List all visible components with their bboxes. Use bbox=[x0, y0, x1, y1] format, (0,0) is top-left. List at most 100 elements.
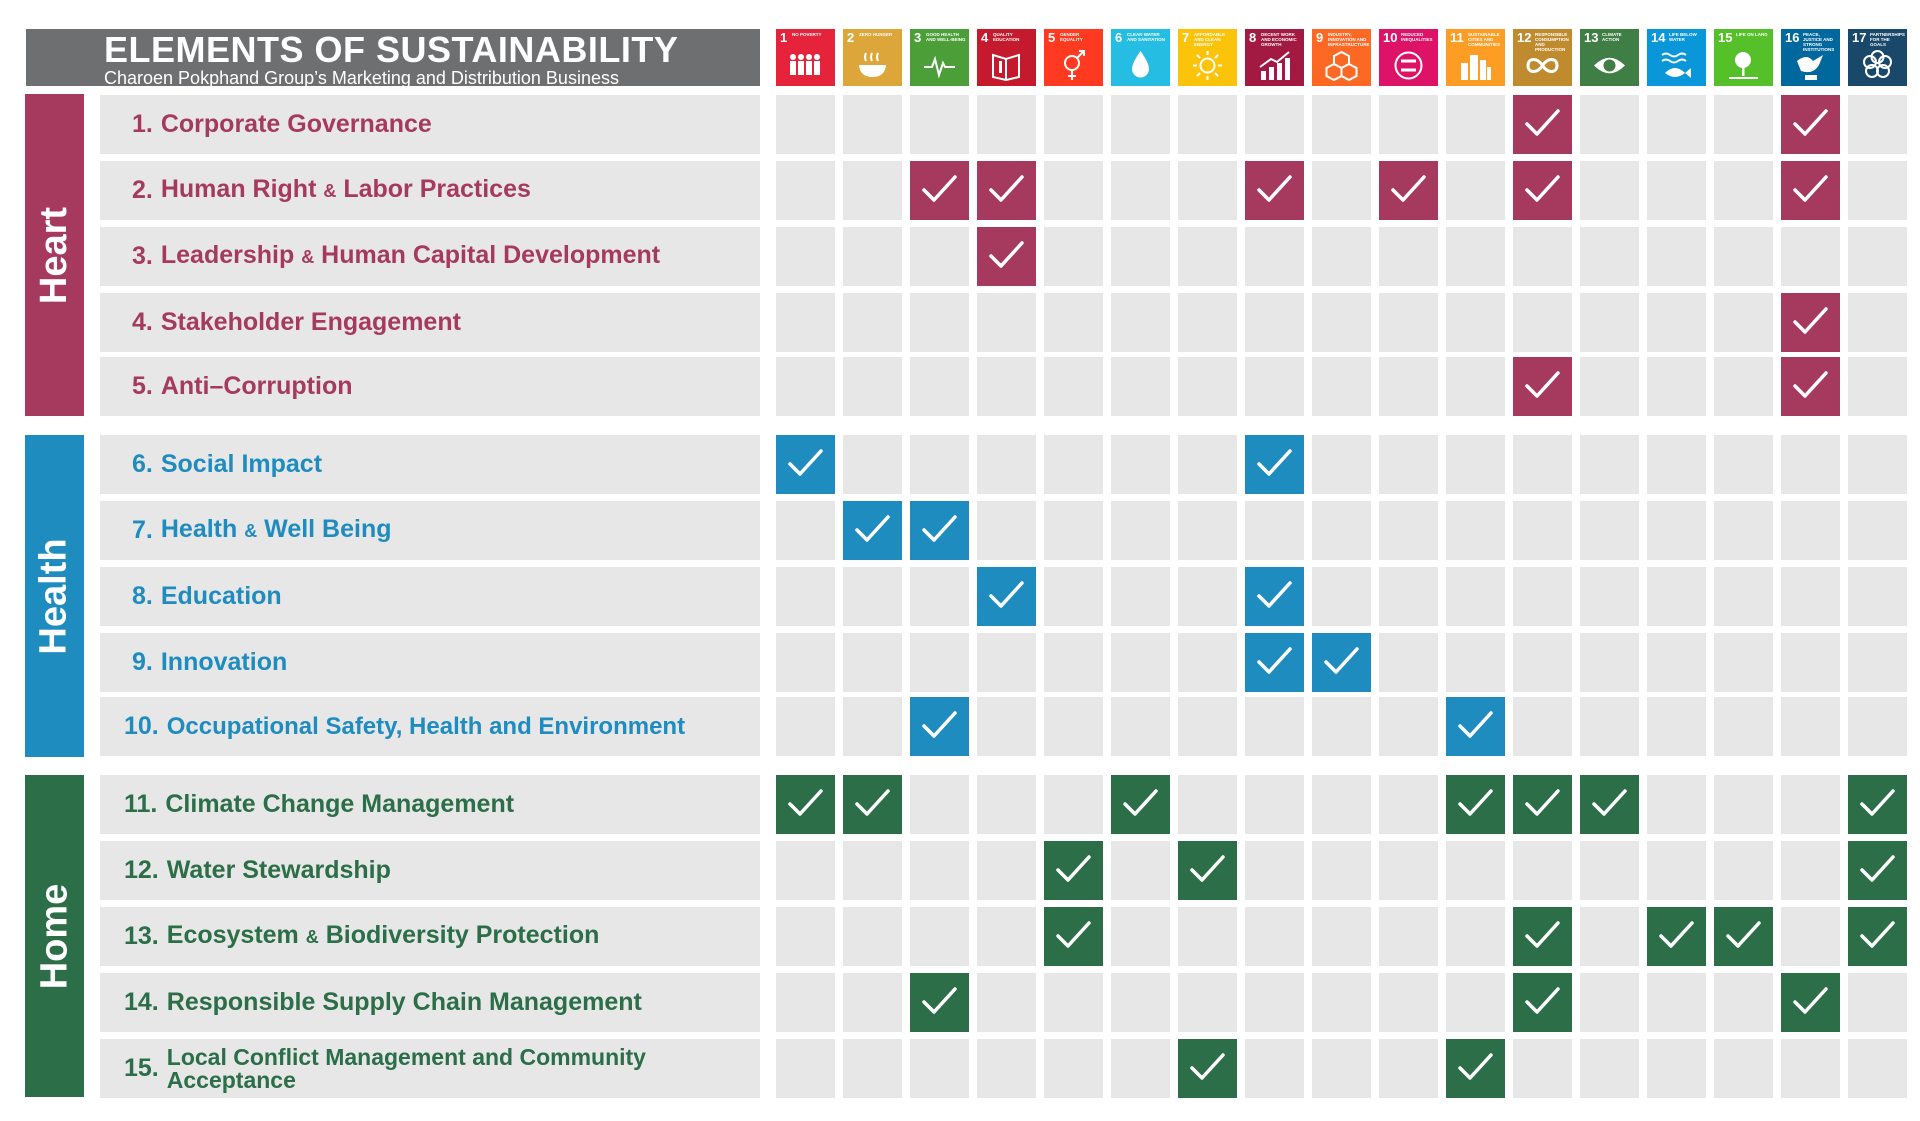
row-text-part: Human Capital Development bbox=[321, 241, 661, 269]
checked-cell bbox=[1781, 293, 1840, 352]
checkmark-icon bbox=[1056, 921, 1091, 948]
checked-cell bbox=[1245, 633, 1304, 692]
empty-cell bbox=[776, 501, 835, 560]
empty-cell bbox=[1714, 1039, 1773, 1098]
checked-cell bbox=[1044, 907, 1103, 966]
checkmark-icon bbox=[1525, 921, 1560, 948]
empty-cell bbox=[1379, 841, 1438, 900]
empty-cell bbox=[1178, 227, 1237, 286]
checkmark-icon bbox=[1793, 371, 1828, 398]
empty-cell bbox=[1647, 357, 1706, 416]
empty-cell bbox=[843, 435, 902, 494]
row-label: 2. Human Right & Labor Practices bbox=[100, 161, 760, 220]
sdg-label: AFFORDABLE AND CLEAN ENERGY bbox=[1194, 32, 1225, 47]
empty-cell bbox=[1312, 435, 1371, 494]
empty-cell bbox=[776, 841, 835, 900]
empty-cell bbox=[910, 227, 969, 286]
sdg-label: GOOD HEALTH AND WELL-BEING bbox=[926, 32, 966, 42]
checked-cell bbox=[1446, 775, 1505, 834]
row-number: 9. bbox=[132, 648, 153, 676]
row-number: 6. bbox=[132, 450, 153, 478]
empty-cell bbox=[1044, 501, 1103, 560]
empty-cell bbox=[977, 633, 1036, 692]
empty-cell bbox=[843, 227, 902, 286]
sdg-label: GENDER EQUALITY bbox=[1060, 32, 1083, 42]
sdg-number: 6 bbox=[1115, 30, 1123, 45]
checked-cell bbox=[1647, 907, 1706, 966]
empty-cell bbox=[1848, 357, 1907, 416]
checkmark-icon bbox=[1726, 921, 1761, 948]
checkmark-icon bbox=[1257, 175, 1292, 202]
empty-cell bbox=[1848, 293, 1907, 352]
empty-cell bbox=[1848, 697, 1907, 756]
tree-icon bbox=[1729, 52, 1758, 79]
checkmark-icon bbox=[1257, 647, 1292, 674]
sdg-label: ZERO HUNGER bbox=[859, 32, 893, 37]
checkmark-icon bbox=[1860, 855, 1895, 882]
checked-cell bbox=[1513, 357, 1572, 416]
row-label: 13. Ecosystem & Biodiversity Protection bbox=[100, 907, 760, 966]
sdg-3-header: 3 GOOD HEALTH AND WELL-BEING bbox=[910, 29, 969, 86]
book-icon bbox=[992, 53, 1020, 82]
checked-cell bbox=[1513, 907, 1572, 966]
checkmark-icon bbox=[922, 175, 957, 202]
row-label: 11. Climate Change Management bbox=[100, 775, 760, 834]
row-text: Innovation bbox=[161, 650, 287, 675]
sdg-label: CLEAN WATER AND SANITATION bbox=[1127, 32, 1165, 42]
empty-cell bbox=[977, 1039, 1036, 1098]
row-label: 12. Water Stewardship bbox=[100, 841, 760, 900]
checked-cell bbox=[843, 775, 902, 834]
row-text-part: Well Being bbox=[264, 515, 392, 543]
empty-cell bbox=[1111, 227, 1170, 286]
empty-cell bbox=[1178, 293, 1237, 352]
empty-cell bbox=[1312, 95, 1371, 154]
row-number: 8. bbox=[132, 582, 153, 610]
checkmark-icon bbox=[788, 789, 823, 816]
checkmark-icon bbox=[989, 581, 1024, 608]
checkmark-icon bbox=[922, 711, 957, 738]
empty-cell bbox=[843, 633, 902, 692]
row-number: 2. bbox=[132, 176, 153, 204]
checked-cell bbox=[1848, 907, 1907, 966]
sdg-number: 12 bbox=[1517, 30, 1532, 45]
empty-cell bbox=[843, 841, 902, 900]
group-label: Heart bbox=[33, 206, 75, 304]
sdg-16-header: 16 PEACE, JUSTICE AND STRONG INSTITUTIONS bbox=[1781, 29, 1840, 86]
empty-cell bbox=[1848, 161, 1907, 220]
empty-cell bbox=[1044, 435, 1103, 494]
row-label: 6. Social Impact bbox=[100, 435, 760, 494]
empty-cell bbox=[776, 95, 835, 154]
checkmark-icon bbox=[1793, 109, 1828, 136]
checked-cell bbox=[1513, 775, 1572, 834]
empty-cell bbox=[1178, 95, 1237, 154]
sdg-label: QUALITY EDUCATION bbox=[993, 32, 1020, 42]
checkmark-icon bbox=[922, 515, 957, 542]
empty-cell bbox=[1647, 293, 1706, 352]
empty-cell bbox=[977, 293, 1036, 352]
empty-cell bbox=[910, 633, 969, 692]
empty-cell bbox=[1781, 633, 1840, 692]
checked-cell bbox=[776, 775, 835, 834]
empty-cell bbox=[1245, 95, 1304, 154]
sdg-number: 2 bbox=[847, 30, 855, 45]
equality-icon bbox=[1394, 51, 1423, 80]
sdg-10-header: 10 REDUCED INEQUALITIES bbox=[1379, 29, 1438, 86]
empty-cell bbox=[977, 841, 1036, 900]
empty-cell bbox=[1647, 435, 1706, 494]
empty-cell bbox=[1580, 633, 1639, 692]
row-text: Responsible Supply Chain Management bbox=[167, 990, 642, 1015]
heartbeat-icon bbox=[924, 55, 955, 79]
checked-cell bbox=[843, 501, 902, 560]
sdg-label: SUSTAINABLE CITIES AND COMMUNITIES bbox=[1468, 32, 1500, 47]
empty-cell bbox=[910, 1039, 969, 1098]
empty-cell bbox=[1111, 907, 1170, 966]
checked-cell bbox=[1178, 1039, 1237, 1098]
empty-cell bbox=[1111, 95, 1170, 154]
sdg-label: LIFE BELOW WATER bbox=[1669, 32, 1697, 42]
bowl-icon bbox=[859, 52, 886, 77]
empty-cell bbox=[1580, 227, 1639, 286]
empty-cell bbox=[1513, 841, 1572, 900]
empty-cell bbox=[1446, 435, 1505, 494]
checkmark-icon bbox=[1525, 987, 1560, 1014]
empty-cell bbox=[1580, 293, 1639, 352]
